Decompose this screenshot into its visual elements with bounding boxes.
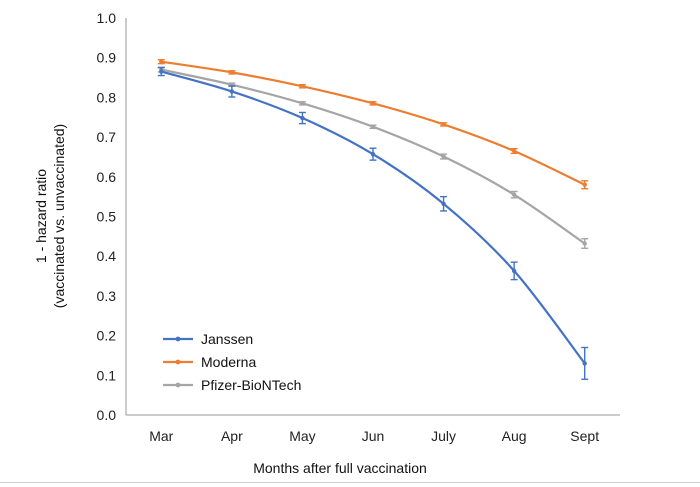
data-point [300,115,305,121]
y-tick-label: 0.2 [97,328,117,344]
y-tick-label: 0.9 [97,50,117,66]
x-tick-label: Apr [221,428,243,444]
y-tick-label: 0.1 [97,367,117,383]
y-tick-label: 0.3 [97,288,117,304]
data-point [370,151,376,157]
y-tick-labels: 0.0 0.1 0.2 0.3 0.4 0.5 0.6 0.7 0.8 0.9 1.0 [97,10,117,423]
legend-marker [175,382,181,388]
data-point [370,101,376,106]
x-tick-label: May [289,428,315,444]
data-point [229,70,235,75]
data-point [159,69,164,74]
legend-marker [175,359,181,365]
series-moderna [157,58,589,190]
legend-label: Janssen [201,331,253,347]
data-point [370,124,376,129]
data-point [582,182,587,187]
series-line-moderna [161,60,586,186]
data-point [511,192,517,197]
x-tick-label: Jun [362,428,385,444]
y-tick-label: 0.6 [97,169,117,185]
legend-marker [175,336,181,342]
x-tick-label: Aug [502,428,527,444]
y-axis-title-line1: 1 - hazard ratio [33,169,49,263]
x-tick-label: Sept [570,428,599,444]
y-tick-label: 1.0 [97,10,117,26]
y-tick-label: 0.7 [97,129,117,145]
legend-label: Pfizer-BioNTech [201,377,301,393]
legend-item-moderna: Moderna [163,354,256,370]
data-point [582,361,587,366]
y-tick-label: 0.4 [97,248,117,264]
legend: Janssen Moderna Pfizer-BioNTech [163,331,301,393]
series-janssen [157,66,589,380]
bottom-divider [0,482,700,483]
data-point [441,154,446,159]
series-pfizer-biontech [157,66,589,249]
data-point [159,59,164,64]
x-tick-labels: Mar Apr May Jun July Aug Sept [149,428,599,444]
legend-label: Moderna [201,354,256,370]
x-tick-label: July [431,428,456,444]
y-tick-label: 0.0 [97,407,117,423]
y-tick-label: 0.5 [97,209,117,225]
series-line-janssen [160,70,586,365]
axes [125,18,620,416]
legend-item-janssen: Janssen [163,331,253,347]
series-layer [157,58,589,380]
data-point [300,101,305,106]
data-point [300,84,305,89]
data-point [441,201,446,206]
legend-item-pfizer-biontech: Pfizer-BioNTech [163,377,301,393]
data-point [511,268,517,274]
data-point [511,148,517,154]
x-tick-label: Mar [149,428,173,444]
x-axis-title: Months after full vaccination [253,460,427,476]
data-point [441,122,446,127]
data-point [229,89,235,94]
y-tick-label: 0.8 [97,89,117,105]
data-point [582,241,587,246]
y-axis-title-line2: (vaccinated vs. unvaccinated) [51,124,67,308]
